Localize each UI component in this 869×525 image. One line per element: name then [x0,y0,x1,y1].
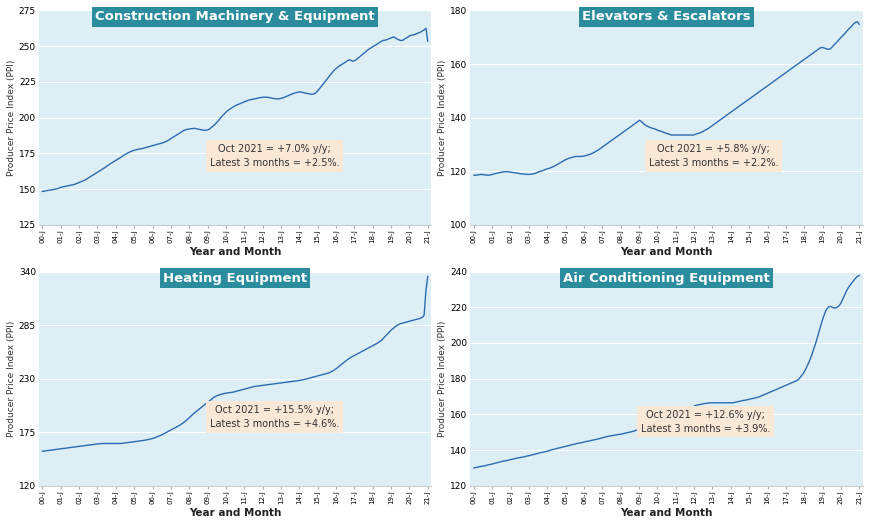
Y-axis label: Producer Price Index (PPI): Producer Price Index (PPI) [438,321,447,437]
Text: Oct 2021 = +12.6% y/y;
Latest 3 months = +3.9%.: Oct 2021 = +12.6% y/y; Latest 3 months =… [640,410,770,434]
Text: Air Conditioning Equipment: Air Conditioning Equipment [562,271,769,285]
Text: Elevators & Escalators: Elevators & Escalators [581,10,750,24]
Y-axis label: Producer Price Index (PPI): Producer Price Index (PPI) [7,59,16,176]
Y-axis label: Producer Price Index (PPI): Producer Price Index (PPI) [7,321,16,437]
Text: Oct 2021 = +15.5% y/y;
Latest 3 months = +4.6%.: Oct 2021 = +15.5% y/y; Latest 3 months =… [209,405,339,429]
Text: Heating Equipment: Heating Equipment [163,271,307,285]
X-axis label: Year and Month: Year and Month [620,508,712,518]
X-axis label: Year and Month: Year and Month [189,508,281,518]
Text: Oct 2021 = +7.0% y/y;
Latest 3 months = +2.5%.: Oct 2021 = +7.0% y/y; Latest 3 months = … [209,144,339,168]
X-axis label: Year and Month: Year and Month [620,247,712,257]
Text: Oct 2021 = +5.8% y/y;
Latest 3 months = +2.2%.: Oct 2021 = +5.8% y/y; Latest 3 months = … [648,144,778,168]
X-axis label: Year and Month: Year and Month [189,247,281,257]
Y-axis label: Producer Price Index (PPI): Producer Price Index (PPI) [438,59,447,176]
Text: Construction Machinery & Equipment: Construction Machinery & Equipment [95,10,375,24]
